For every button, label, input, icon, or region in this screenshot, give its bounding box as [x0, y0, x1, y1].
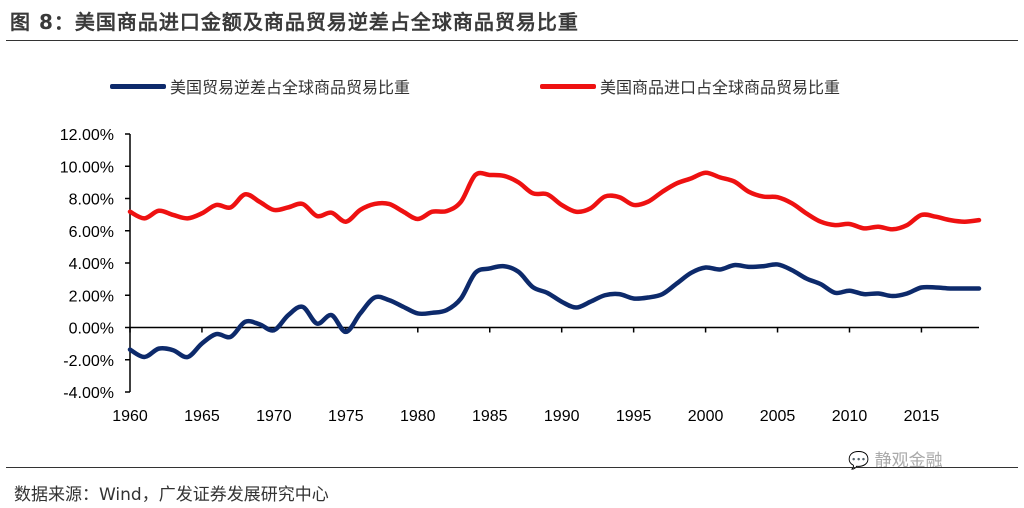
y-tick-label: 2.00%	[69, 288, 114, 305]
x-tick-label: 1990	[544, 408, 580, 425]
y-tick-label: 0.00%	[69, 321, 114, 338]
footer-divider	[6, 467, 1018, 468]
x-tick-label: 1975	[328, 408, 364, 425]
y-tick-label: -2.00%	[63, 353, 114, 370]
legend-item-trade-deficit: 美国贸易逆差占全球商品贸易比重	[110, 74, 410, 98]
series-line-imports	[127, 170, 982, 232]
watermark: 💬 静观金融	[848, 451, 943, 471]
x-tick-label: 1960	[112, 408, 148, 425]
y-tick-label: 4.00%	[69, 256, 114, 273]
figure-title: 图 8：美国商品进口金额及商品贸易逆差占全球商品贸易比重	[10, 10, 579, 34]
x-tick-label: 1980	[400, 408, 436, 425]
legend-label: 美国商品进口占全球商品贸易比重	[600, 78, 841, 97]
x-tick-label: 1985	[472, 408, 508, 425]
legend-swatch-navy	[110, 83, 166, 89]
y-tick-label: 12.00%	[60, 127, 114, 144]
title-divider	[6, 40, 1018, 41]
y-tick-label: 6.00%	[69, 224, 114, 241]
y-tick-label: 8.00%	[69, 192, 114, 209]
wechat-icon: 💬	[848, 451, 875, 471]
legend-item-imports: 美国商品进口占全球商品贸易比重	[540, 74, 840, 98]
x-tick-label: 1965	[184, 408, 220, 425]
data-source: 数据来源：Wind，广发证券发展研究中心	[14, 485, 329, 505]
x-tick-label: 2005	[760, 408, 796, 425]
x-tick-label: 1970	[256, 408, 292, 425]
legend-swatch-red	[540, 83, 596, 89]
y-tick-label: 10.00%	[60, 159, 114, 176]
x-tick-label: 2010	[832, 408, 868, 425]
series-line-trade-deficit	[127, 262, 982, 360]
x-tick-label: 2000	[688, 408, 724, 425]
x-tick-label: 1995	[616, 408, 652, 425]
x-tick-label: 2015	[904, 408, 940, 425]
y-tick-label: -4.00%	[63, 385, 114, 402]
legend-label: 美国贸易逆差占全球商品贸易比重	[170, 78, 411, 97]
